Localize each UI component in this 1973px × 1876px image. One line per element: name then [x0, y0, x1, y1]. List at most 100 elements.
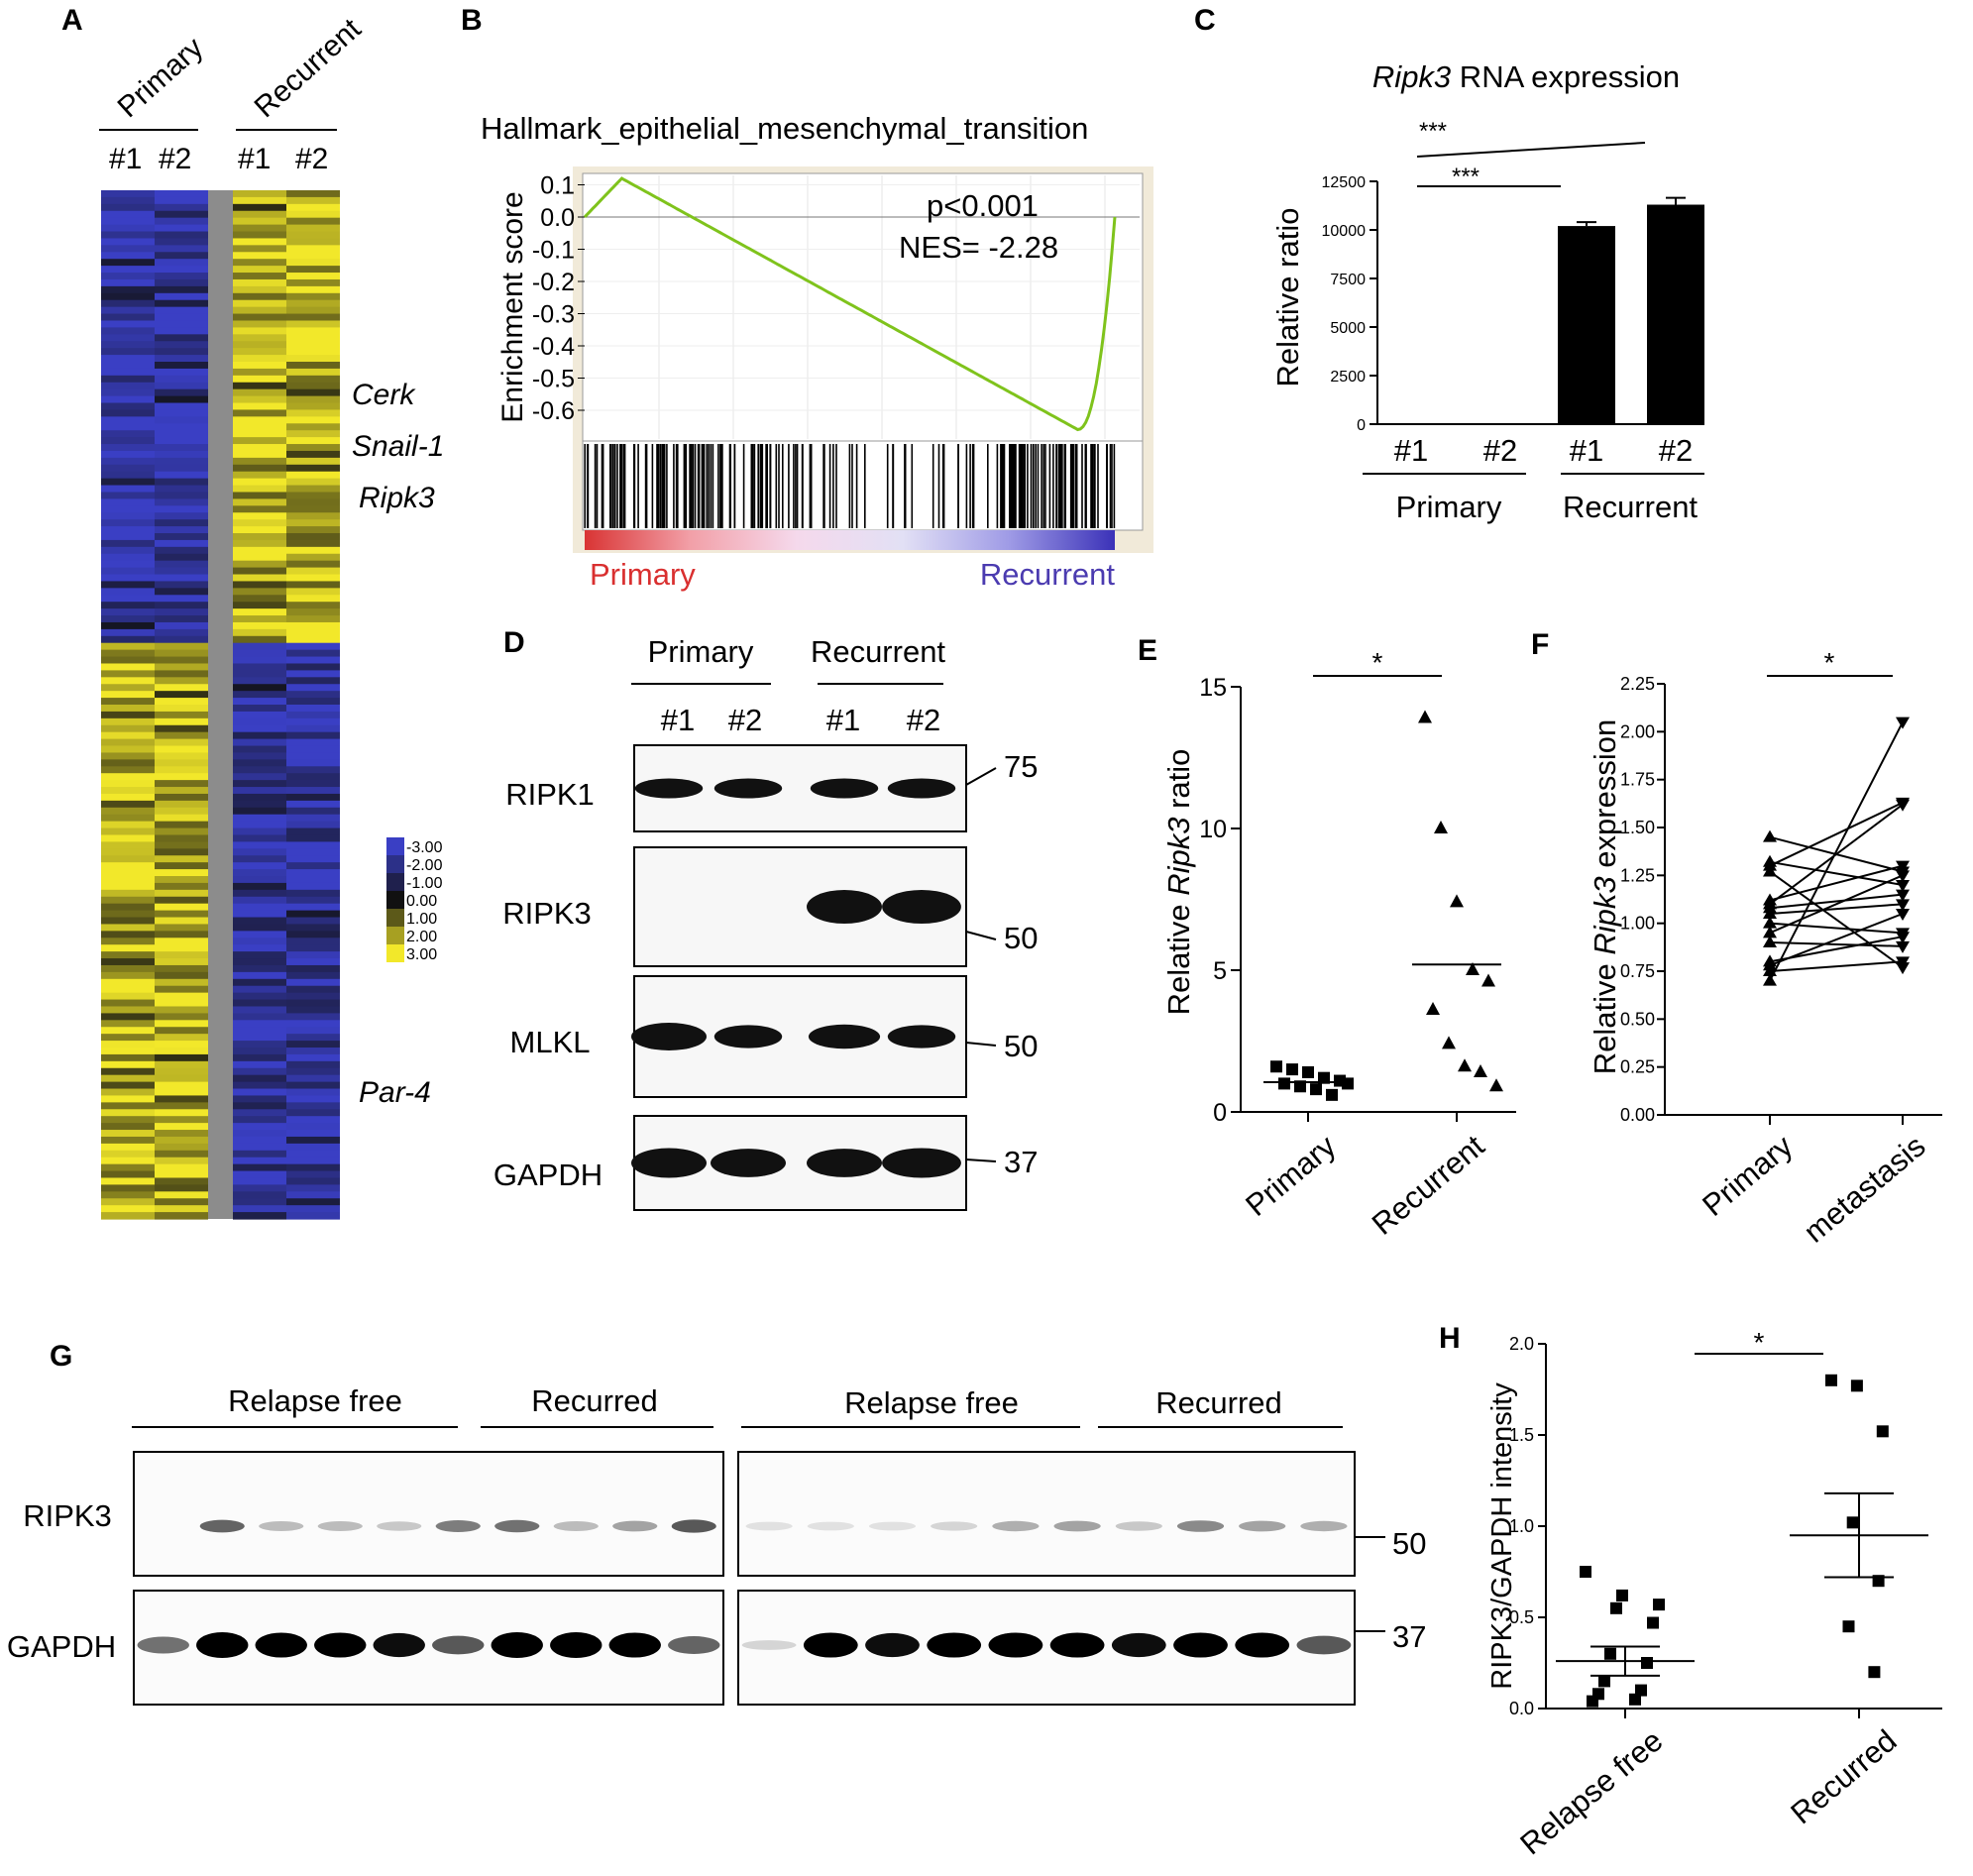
- chart-c-xtick-label: #2: [1483, 433, 1517, 468]
- heatmap-cell: [233, 1102, 286, 1110]
- heatmap-cell: [286, 677, 340, 685]
- heatmap-cell: [233, 1116, 286, 1124]
- heatmap-cell: [101, 355, 155, 363]
- heatmap-cell: [286, 327, 340, 335]
- heatmap-cell: [155, 259, 208, 267]
- chart-c-ytick-label: 7500: [1330, 272, 1366, 288]
- chart-c-group-recurrent: Recurrent: [1563, 490, 1698, 524]
- heatmap-cell: [286, 1116, 340, 1124]
- heatmap-cell: [233, 203, 286, 212]
- panel-h-letter: H: [1439, 1322, 1461, 1355]
- heatmap-cell: [286, 1205, 340, 1213]
- heatmap-cell: [155, 355, 208, 363]
- color-scale-label: 1.00: [406, 911, 437, 928]
- heatmap-sample-2: #2: [159, 143, 191, 175]
- heatmap-cell: [155, 320, 208, 328]
- heatmap-cell: [286, 1123, 340, 1131]
- heatmap-cell: [233, 999, 286, 1008]
- heatmap-cell: [155, 800, 208, 809]
- heatmap-cell: [233, 876, 286, 884]
- heatmap-cell: [286, 368, 340, 377]
- heatmap-cell: [155, 608, 208, 616]
- heatmap-cell: [101, 245, 155, 253]
- gene-label-cerk: Cerk: [352, 379, 416, 411]
- blot-d-band: [887, 778, 956, 799]
- heatmap-cell: [233, 505, 286, 513]
- heatmap-cell: [101, 464, 155, 473]
- chart-f-point-metastasis: [1896, 880, 1910, 892]
- blot-g-band-gapdh: [550, 1632, 603, 1658]
- heatmap-cell: [155, 828, 208, 836]
- heatmap-cell: [233, 814, 286, 823]
- heatmap-cell: [155, 1198, 208, 1206]
- heatmap-cell: [286, 924, 340, 932]
- blot-g-band-ripk3: [868, 1521, 917, 1531]
- heatmap-cell: [233, 787, 286, 795]
- gene-label-par-4: Par-4: [359, 1076, 431, 1109]
- chart-f-point-primary: [1763, 973, 1777, 986]
- heatmap-cell: [101, 903, 155, 912]
- chart-e-point-primary: [1342, 1077, 1354, 1090]
- chart-e-point-recurrent: [1426, 1002, 1440, 1016]
- heatmap-cell: [233, 217, 286, 226]
- heatmap-cell: [233, 882, 286, 891]
- heatmap-cell: [233, 663, 286, 671]
- chart-c-ytick-label: 2500: [1330, 369, 1366, 386]
- chart-h-ytick-label: 2.0: [1509, 1334, 1534, 1354]
- heatmap-cell: [233, 224, 286, 233]
- chart-h-sig: *: [1754, 1327, 1765, 1358]
- heatmap-cell: [155, 416, 208, 424]
- blot-d-sample-4: #2: [907, 703, 940, 737]
- heatmap-cell: [155, 917, 208, 926]
- heatmap-cell: [155, 684, 208, 692]
- heatmap-cell: [233, 642, 286, 651]
- heatmap-cell: [101, 1048, 155, 1055]
- panel-b-letter: B: [461, 4, 483, 37]
- heatmap-cell: [286, 217, 340, 226]
- heatmap-cell: [155, 999, 208, 1008]
- heatmap-cell: [155, 889, 208, 898]
- heatmap-cell: [101, 588, 155, 596]
- heatmap-cell: [286, 492, 340, 499]
- chart-f-point-metastasis: [1896, 932, 1910, 944]
- blot-d-sample-2: #2: [728, 703, 762, 737]
- heatmap-cell: [286, 1163, 340, 1172]
- chart-e-point-primary: [1278, 1077, 1290, 1090]
- chart-e-point-primary: [1270, 1060, 1282, 1073]
- heatmap-cell: [286, 471, 340, 480]
- heatmap-cell: [101, 800, 155, 809]
- chart-f-point-primary: [1763, 829, 1777, 842]
- chart-h-ytick-label: 1.5: [1509, 1425, 1534, 1445]
- heatmap-cell: [155, 1013, 208, 1021]
- heatmap-cell: [233, 684, 286, 692]
- heatmap-cell: [233, 807, 286, 816]
- chart-f-point-metastasis: [1896, 899, 1910, 912]
- chart-h-point-recurred: [1846, 1516, 1859, 1529]
- heatmap-cell: [233, 705, 286, 713]
- heatmap-cell: [101, 444, 155, 452]
- heatmap-cell: [233, 677, 286, 685]
- heatmap-sample-3: #1: [238, 143, 271, 175]
- heatmap-cell: [286, 306, 340, 315]
- heatmap-cell: [101, 224, 155, 233]
- blot-g-band-ripk3: [1176, 1520, 1225, 1532]
- heatmap-cell: [286, 355, 340, 363]
- heatmap-cell: [101, 1060, 155, 1069]
- heatmap-cell: [101, 1067, 155, 1076]
- heatmap-cell: [101, 259, 155, 267]
- heatmap-cell: [155, 238, 208, 246]
- blot-d-label-mlkl: MLKL: [510, 1025, 591, 1059]
- heatmap-cell: [233, 355, 286, 363]
- heatmap-cell: [286, 1053, 340, 1062]
- heatmap-cell: [233, 402, 286, 411]
- heatmap-cell: [233, 395, 286, 404]
- heatmap-cell: [101, 273, 155, 280]
- chart-e-xtick-label: Recurrent: [1366, 1128, 1491, 1242]
- heatmap-cell: [286, 910, 340, 919]
- heatmap-cell: [233, 615, 286, 623]
- heatmap-cell: [233, 450, 286, 459]
- heatmap-cell: [233, 320, 286, 328]
- chart-e-point-recurrent: [1450, 894, 1464, 908]
- heatmap-cell: [101, 190, 155, 198]
- heatmap-cell: [155, 848, 208, 856]
